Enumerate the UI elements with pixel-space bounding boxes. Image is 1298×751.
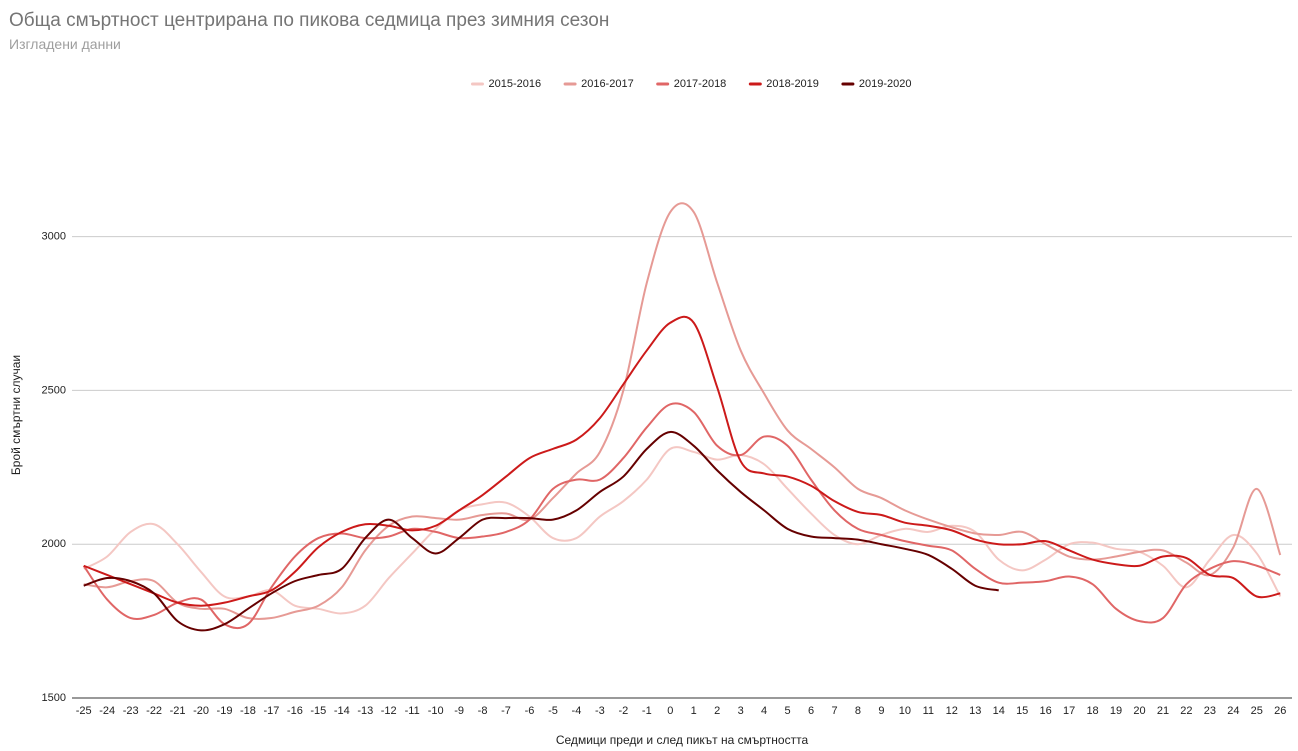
- x-tick-label: 8: [855, 705, 861, 717]
- x-tick-label: 14: [993, 705, 1005, 717]
- x-tick-label: 21: [1157, 705, 1169, 717]
- x-tick-label: -1: [642, 705, 652, 717]
- x-tick-label: 5: [785, 705, 791, 717]
- x-tick-label: 11: [923, 705, 934, 717]
- x-tick-label: 13: [969, 705, 981, 717]
- legend-label: 2018-2019: [766, 78, 819, 90]
- x-tick-label: -5: [548, 705, 558, 717]
- x-tick-label: -15: [310, 705, 326, 717]
- y-tick-label: 2500: [42, 384, 66, 396]
- x-tick-label: -2: [618, 705, 628, 717]
- x-tick-label: 17: [1063, 705, 1075, 717]
- x-tick-label: 23: [1204, 705, 1216, 717]
- x-tick-label: -17: [263, 705, 279, 717]
- series-line: [83, 202, 1282, 620]
- x-tick-label: -22: [146, 705, 162, 717]
- x-tick-label: 26: [1274, 705, 1286, 717]
- x-tick-label: -13: [357, 705, 373, 717]
- legend-label: 2016-2017: [581, 78, 634, 90]
- series-line: [83, 315, 1281, 607]
- x-tick-label: 19: [1110, 705, 1122, 717]
- x-tick-label: 10: [899, 705, 911, 717]
- x-tick-label: -12: [381, 705, 397, 717]
- x-tick-label: -8: [478, 705, 488, 717]
- x-tick-label: -3: [595, 705, 605, 717]
- x-tick-label: 15: [1016, 705, 1028, 717]
- legend-label: 2017-2018: [674, 78, 727, 90]
- x-tick-label: 1: [691, 705, 697, 717]
- y-tick-label: 3000: [42, 231, 66, 243]
- x-tick-label: -24: [99, 705, 115, 717]
- x-tick-label: 18: [1086, 705, 1098, 717]
- x-axis-title: Седмици преди и след пикът на смъртностт…: [556, 733, 809, 747]
- x-tick-label: 4: [761, 705, 767, 717]
- x-tick-label: -9: [454, 705, 464, 717]
- x-tick-label: -14: [334, 705, 350, 717]
- x-tick-label: 2: [714, 705, 720, 717]
- y-tick-label: 1500: [42, 692, 66, 704]
- x-tick-label: -7: [501, 705, 511, 717]
- x-tick-label: -25: [76, 705, 92, 717]
- x-tick-label: -11: [405, 705, 420, 717]
- x-tick-label: 20: [1133, 705, 1145, 717]
- x-tick-label: -10: [428, 705, 444, 717]
- x-tick-label: -6: [525, 705, 535, 717]
- series-line: [83, 430, 999, 632]
- chart-subtitle: Изгладени данни: [9, 36, 121, 52]
- x-tick-label: 3: [738, 705, 744, 717]
- x-tick-label: -20: [193, 705, 209, 717]
- x-tick-label: 0: [667, 705, 673, 717]
- x-tick-label: 16: [1040, 705, 1052, 717]
- x-tick-label: 6: [808, 705, 814, 717]
- legend-label: 2015-2016: [488, 78, 541, 90]
- legend: 2015-2016 2016-2017 2017-2018 2018-2019 2019…: [470, 78, 912, 90]
- x-tick-label: 7: [831, 705, 837, 717]
- x-tick-label: -4: [572, 705, 582, 717]
- x-tick-label: -18: [240, 705, 256, 717]
- series-line: [83, 446, 1282, 615]
- series-line: [82, 402, 1281, 630]
- legend-label: 2019-2020: [859, 78, 912, 90]
- x-tick-label: -21: [170, 705, 186, 717]
- y-tick-label: 2000: [42, 538, 66, 550]
- y-axis-title: Брой смъртни случаи: [9, 355, 23, 475]
- x-tick-label: -23: [123, 705, 139, 717]
- chart-title: Обща смъртност центрирана по пикова седм…: [9, 10, 609, 31]
- x-tick-label: 25: [1251, 705, 1263, 717]
- x-tick-label: 12: [946, 705, 958, 717]
- x-tick-label: 9: [878, 705, 884, 717]
- x-tick-label: 22: [1180, 705, 1192, 717]
- x-tick-label: -19: [217, 705, 233, 717]
- x-tick-label: 24: [1227, 705, 1239, 717]
- x-tick-label: -16: [287, 705, 303, 717]
